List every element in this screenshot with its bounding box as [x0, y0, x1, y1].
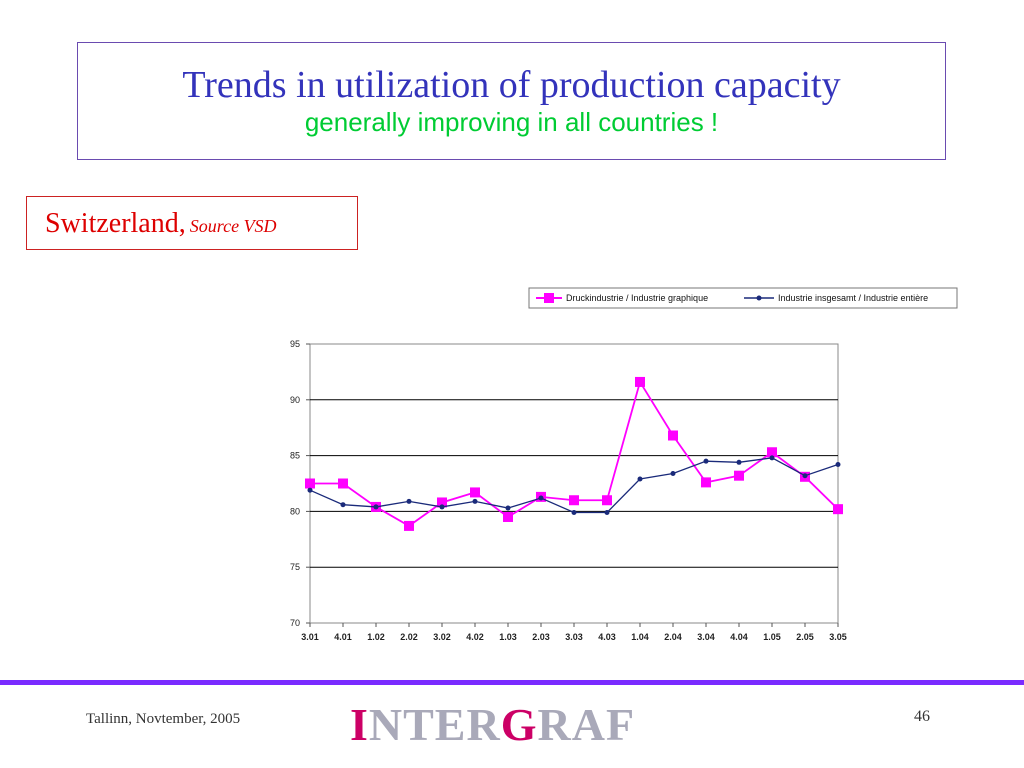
series-1-point [404, 520, 414, 531]
x-tick-label: 4.04 [730, 632, 748, 642]
series-2-point [604, 510, 610, 516]
footer-rule [0, 680, 1024, 685]
series-1-point [635, 376, 645, 387]
x-tick-label: 2.03 [532, 632, 550, 642]
legend-box [528, 287, 958, 309]
country-label-box: Switzerland, Source VSD [26, 196, 358, 250]
series-2-point [736, 459, 742, 465]
legend-label-1: Druckindustrie / Industrie graphique [566, 293, 708, 303]
legend-swatch-2 [756, 295, 762, 301]
series-1-point [668, 430, 678, 441]
plot-frame [309, 343, 839, 624]
logo-part-2: NTER [368, 699, 501, 750]
series-2-point [835, 462, 841, 468]
y-tick-label: 85 [290, 451, 300, 461]
x-tick-label: 4.01 [334, 632, 352, 642]
y-tick-label: 90 [290, 395, 300, 405]
series-2-point [439, 504, 445, 510]
x-tick-label: 2.04 [664, 632, 682, 642]
series-1-point [437, 497, 447, 508]
x-axis-ticks: 3.01 4.01 1.02 2.02 3.02 4.02 1.03 2.03 3.03 4.03… [301, 623, 847, 642]
chart-grid [309, 343, 839, 624]
series-2-point [406, 498, 412, 504]
logo-part-1: I [350, 699, 369, 750]
series-2-point [505, 505, 511, 511]
country-name: Switzerland, [45, 208, 186, 239]
line-chart: Druckindustrie / Industrie graphique Indu… [290, 287, 958, 642]
x-tick-label: 1.05 [763, 632, 781, 642]
series-1-point [602, 495, 612, 506]
x-tick-label: 2.05 [796, 632, 814, 642]
y-tick-label: 95 [290, 339, 300, 349]
series-1-point [470, 487, 480, 498]
x-tick-label: 3.04 [697, 632, 715, 642]
series-2-point [340, 502, 346, 508]
series-2-point [538, 495, 544, 501]
x-tick-label: 3.01 [301, 632, 319, 642]
legend-label-2: Industrie insgesamt / Industrie entière [778, 293, 928, 303]
series-2-point [373, 504, 379, 510]
x-tick-label: 1.04 [631, 632, 649, 642]
series-2-point [670, 470, 676, 476]
chart-series [305, 376, 843, 531]
chart-legend: Druckindustrie / Industrie graphique Indu… [528, 287, 958, 309]
series-1-point [734, 470, 744, 481]
title-box: Trends in utilization of production capa… [77, 42, 946, 160]
series-1-point [503, 511, 513, 522]
series-2-point [769, 455, 775, 461]
y-tick-label: 75 [290, 562, 300, 572]
logo-part-4: RAF [537, 699, 636, 750]
x-tick-label: 3.03 [565, 632, 583, 642]
x-tick-label: 3.05 [829, 632, 847, 642]
intergraf-logo: INTERGRAF [350, 698, 635, 751]
series-2-point [571, 510, 577, 516]
x-tick-label: 4.03 [598, 632, 616, 642]
y-tick-label: 80 [290, 506, 300, 516]
x-tick-label: 1.02 [367, 632, 385, 642]
series-1-point [767, 447, 777, 458]
y-axis-ticks: 70 75 80 85 90 95 [290, 339, 310, 628]
series-2-point [307, 487, 313, 493]
series-1-point [305, 478, 315, 489]
y-tick-label: 70 [290, 618, 300, 628]
series-2-point [703, 458, 709, 464]
series-1-point [701, 477, 711, 488]
x-tick-label: 4.02 [466, 632, 484, 642]
series-2-point [472, 498, 478, 504]
series-1-point [833, 504, 843, 515]
x-tick-label: 1.03 [499, 632, 517, 642]
x-tick-label: 3.02 [433, 632, 451, 642]
legend-swatch-1 [544, 293, 554, 303]
series-2-point [802, 473, 808, 479]
page-number: 46 [914, 708, 930, 725]
slide-subtitle: generally improving in all countries ! [304, 107, 719, 137]
slide-title: Trends in utilization of production capa… [182, 64, 841, 106]
source-note: Source VSD [189, 216, 277, 236]
series-2-point [637, 476, 643, 482]
logo-part-3: G [500, 699, 538, 750]
x-tick-label: 2.02 [400, 632, 418, 642]
footer-location-date: Tallinn, Novtember, 2005 [86, 711, 241, 727]
series-1-point [569, 495, 579, 506]
series-1-point [338, 478, 348, 489]
